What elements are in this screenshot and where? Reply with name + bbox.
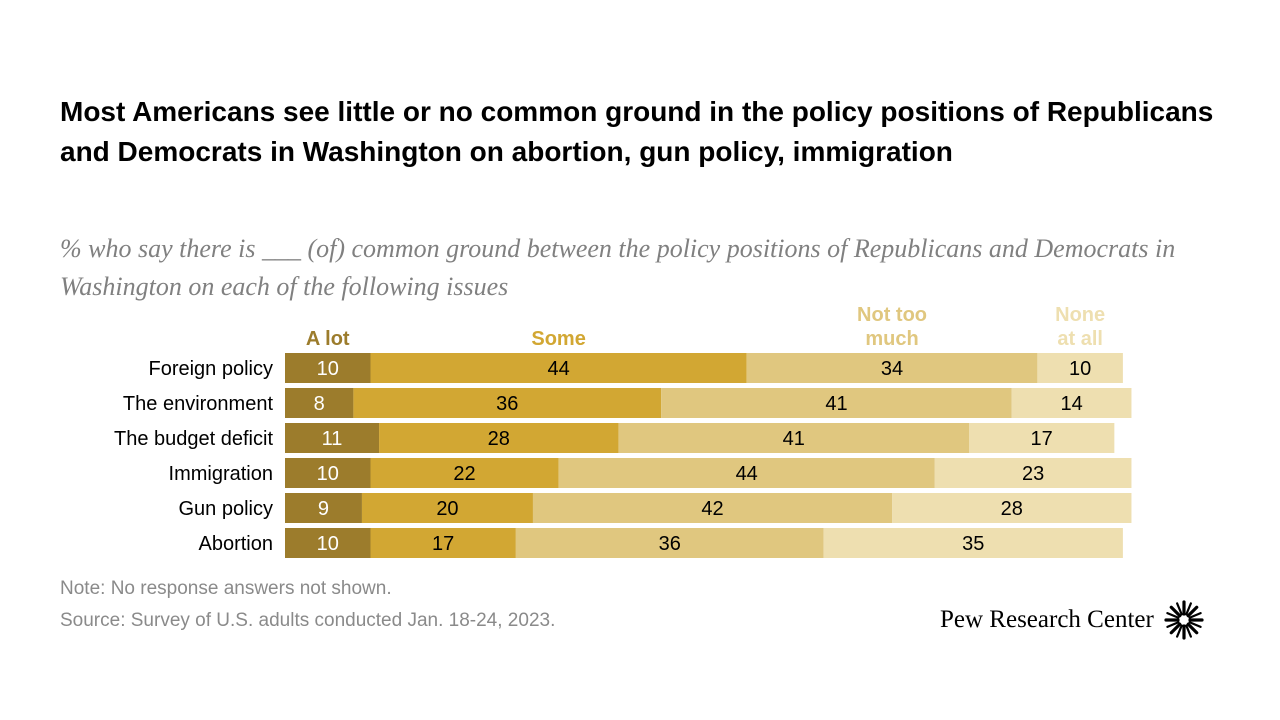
category-label: The environment [123,393,274,415]
data-label: 42 [701,498,723,520]
data-label: 41 [783,428,805,450]
category-label: Immigration [169,463,273,485]
bar-segment-not-too-much [558,458,935,488]
data-label: 28 [488,428,510,450]
legend-label: Not too [857,304,927,326]
bar-row-the-environment: The environment 8 36 41 14 [123,388,1132,418]
bar-segment-not-too-much [532,493,893,523]
brand-name: Pew Research Center [940,606,1154,633]
data-label: 20 [436,498,458,520]
bar-segment-none-at-all [934,458,1132,488]
bar-segment-a-lot [285,493,362,523]
category-label: The budget deficit [114,428,273,450]
bar-segment-not-too-much [515,528,824,558]
bar-row-the-budget-deficit: The budget deficit 11 28 41 17 [114,423,1115,453]
category-label: Abortion [199,533,274,555]
bar-segment-a-lot [285,353,371,383]
data-label: 36 [659,533,681,555]
bar-row-foreign-policy: Foreign policy 10 44 34 10 [148,353,1123,383]
bar-row-immigration: Immigration 10 22 44 23 [169,458,1132,488]
bar-segment-some [370,353,747,383]
pew-sunburst-logo-icon [1164,600,1204,640]
data-label: 44 [547,358,569,380]
data-label: 11 [322,428,343,450]
data-label: 9 [318,498,329,520]
bar-segment-none-at-all [969,423,1115,453]
data-label: 22 [453,463,475,485]
bar-segment-none-at-all [892,493,1132,523]
legend-label: at all [1057,328,1103,350]
legend-a-lot: A lot [306,328,350,350]
brand-logo: Pew Research Center [940,600,1204,640]
legend-label: much [865,328,918,350]
category-label: Gun policy [179,498,274,520]
legend-label: A lot [306,328,350,350]
data-label: 41 [825,393,847,415]
bar-segment-a-lot [285,458,371,488]
data-label: 14 [1060,393,1082,415]
data-label: 44 [736,463,758,485]
legend-some: Some [531,328,585,350]
chart-subtitle: % who say there is ___ (of) common groun… [60,234,1176,301]
bar-segment-none-at-all [1011,388,1132,418]
bar-segment-none-at-all [823,528,1123,558]
data-label: 10 [317,358,339,380]
bar-segment-some [361,493,533,523]
bar-row-abortion: Abortion 10 17 36 35 [199,528,1123,558]
chart-source: Source: Survey of U.S. adults conducted … [60,610,556,631]
bar-row-gun-policy: Gun policy 9 20 42 28 [179,493,1132,523]
category-label: Foreign policy [148,358,273,380]
bar-segment-not-too-much [661,388,1012,418]
bar-segment-some [370,458,559,488]
chart-title: Most Americans see little or no common g… [60,96,1214,167]
data-label: 17 [1031,428,1053,450]
data-label: 10 [1069,358,1091,380]
data-label: 8 [314,393,325,415]
bar-segment-not-too-much [618,423,969,453]
bar-segment-some [379,423,619,453]
data-label: 35 [962,533,984,555]
bar-segment-none-at-all [1037,353,1123,383]
bar-segment-some [353,388,662,418]
bar-segment-a-lot [285,528,371,558]
chart-note: Note: No response answers not shown. [60,578,392,599]
data-label: 28 [1001,498,1023,520]
data-label: 10 [317,463,339,485]
legend-label: Some [531,328,585,350]
data-label: 23 [1022,463,1044,485]
data-label: 10 [317,533,339,555]
bar-segment-a-lot [285,423,380,453]
legend-label: None [1055,304,1105,326]
bar-segment-not-too-much [746,353,1038,383]
bar-segment-a-lot [285,388,354,418]
bar-rows: Foreign policy 10 44 34 10 The environment 8 36… [114,353,1132,558]
data-label: 17 [432,533,454,555]
data-label: 36 [496,393,518,415]
bar-segment-some [370,528,516,558]
data-label: 34 [881,358,903,380]
